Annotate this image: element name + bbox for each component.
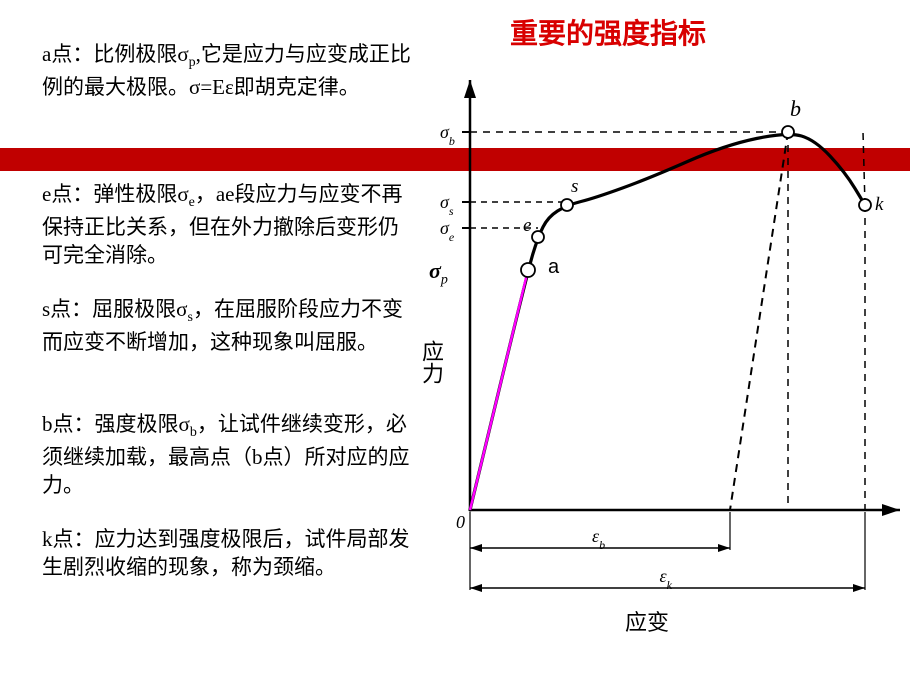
page-title: 重要的强度指标 [510, 12, 706, 52]
svg-text:b: b [790, 96, 801, 121]
x-axis-label: 应变 [625, 605, 669, 637]
svg-text:s: s [571, 176, 578, 197]
svg-text:σe: σe [440, 218, 455, 244]
page-root: 重要的强度指标 a点：比例极限σp,它是应力与应变成正比例的最大极限。σ=Eε即… [0, 0, 920, 690]
stress-strain-chart: 0σbσsσeesbkεbεk σp a 应力 应变 [420, 70, 910, 640]
svg-text:0: 0 [456, 512, 465, 532]
para-s: s点：屈服极限σs，在屈服阶段应力不变而应变不断增加，这种现象叫屈服。 [42, 295, 417, 356]
svg-text:e: e [523, 215, 531, 236]
svg-text:k: k [875, 194, 884, 215]
para-e: e点：弹性极限σe，ae段应力与应变不再保持正比关系，但在外力撤除后变形仍可完全… [42, 180, 417, 270]
svg-text:σs: σs [440, 192, 454, 218]
para-b: b点：强度极限σb，让试件继续变形，必须继续加载，最高点（b点）所对应的应力。 [42, 410, 417, 500]
y-axis-label: 应力 [415, 340, 447, 384]
svg-text:σb: σb [440, 122, 455, 148]
para-k: k点：应力达到强度极限后，试件局部发生剧烈收缩的现象，称为颈缩。 [42, 525, 417, 582]
point-a-label: a [548, 256, 559, 279]
sigma-p-label: σp [429, 258, 448, 288]
para-a: a点：比例极限σp,它是应力与应变成正比例的最大极限。σ=Eε即胡克定律。 [42, 40, 417, 101]
